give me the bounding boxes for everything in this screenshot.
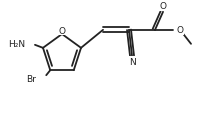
Text: Br: Br [26,74,36,83]
Text: O: O [176,26,183,35]
Text: O: O [59,26,65,35]
Text: N: N [129,58,135,67]
Text: H₂N: H₂N [8,40,25,49]
Text: O: O [160,2,166,11]
